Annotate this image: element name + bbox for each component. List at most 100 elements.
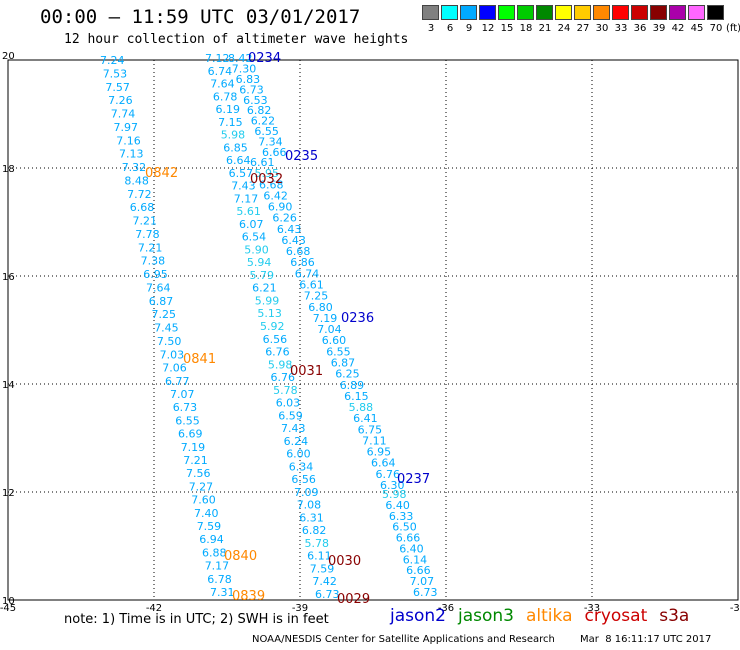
swh-value: 6.95 bbox=[367, 446, 392, 459]
swh-value: 7.74 bbox=[111, 108, 136, 121]
swh-value: 6.76 bbox=[271, 371, 296, 384]
swh-value: 6.33 bbox=[389, 510, 414, 523]
track-label: 0234 bbox=[248, 51, 281, 66]
swh-value: 5.61 bbox=[236, 205, 261, 218]
swh-value: 6.56 bbox=[291, 473, 316, 486]
satellite-key-jason2: jason2 bbox=[390, 606, 446, 626]
swh-value: 6.61 bbox=[299, 279, 324, 292]
swh-value: 7.13 bbox=[119, 148, 144, 161]
swh-value: 6.94 bbox=[199, 533, 224, 546]
swh-value: 6.86 bbox=[290, 256, 315, 269]
legend-swatch bbox=[631, 5, 648, 20]
legend-level-label: 33 bbox=[614, 23, 628, 34]
swh-value: 6.55 bbox=[175, 414, 200, 427]
legend-level-label: 6 bbox=[446, 23, 454, 34]
swh-value: 7.72 bbox=[127, 188, 152, 201]
swh-value: 6.59 bbox=[278, 409, 303, 422]
swh-value: 7.24 bbox=[100, 54, 125, 67]
satellite-key: jason2 jason3 altika cryosat s3a bbox=[390, 606, 701, 626]
swh-value: 6.64 bbox=[226, 154, 251, 167]
credit-line: NOAA/NESDIS Center for Satellite Applica… bbox=[252, 634, 555, 645]
swh-value: 7.17 bbox=[205, 560, 230, 573]
satellite-key-altika: altika bbox=[526, 606, 573, 626]
swh-value: 5.78 bbox=[273, 384, 298, 397]
satellite-key-cryosat: cryosat bbox=[584, 606, 648, 626]
swh-value: 6.68 bbox=[130, 201, 155, 214]
swh-value: 5.88 bbox=[349, 401, 374, 414]
legend-swatch bbox=[650, 5, 667, 20]
swh-value: 7.12 bbox=[205, 52, 230, 65]
legend-swatch bbox=[536, 5, 553, 20]
swh-value: 6.40 bbox=[399, 542, 424, 555]
swh-value: 6.56 bbox=[263, 333, 288, 346]
swh-value: 7.60 bbox=[191, 494, 216, 507]
swh-value: 6.83 bbox=[236, 73, 261, 86]
lat-label: 10 bbox=[2, 596, 15, 607]
swh-value: 6.66 bbox=[262, 146, 287, 159]
swh-value: 6.90 bbox=[268, 201, 293, 214]
swh-value: 7.43 bbox=[281, 422, 306, 435]
legend-swatch bbox=[460, 5, 477, 20]
swh-value: 6.24 bbox=[284, 435, 309, 448]
track-label: 0031 bbox=[290, 364, 323, 379]
swh-value: 7.21 bbox=[183, 454, 208, 467]
swh-value: 6.43 bbox=[277, 223, 302, 236]
legend-swatch bbox=[593, 5, 610, 20]
generated-timestamp: Mar 8 16:11:17 UTC 2017 bbox=[580, 634, 712, 645]
legend-swatch bbox=[688, 5, 705, 20]
swh-value: 7.50 bbox=[157, 335, 182, 348]
lon-label: -39 bbox=[292, 603, 308, 614]
swh-value: 7.25 bbox=[304, 290, 329, 303]
swh-value: 6.64 bbox=[371, 457, 396, 470]
track-label: 0030 bbox=[328, 554, 361, 569]
swh-value: 7.32 bbox=[122, 161, 147, 174]
swh-value: 7.17 bbox=[234, 192, 258, 205]
swh-value: 6.57 bbox=[229, 167, 254, 180]
track-label: 0842 bbox=[145, 166, 178, 181]
swh-value: 6.87 bbox=[331, 357, 356, 370]
swh-value: 7.25 bbox=[152, 308, 177, 321]
swh-value: 6.87 bbox=[149, 295, 174, 308]
legend-level-label: 27 bbox=[576, 23, 590, 34]
track-values: 8.427.306.836.736.536.826.226.557.346.66… bbox=[100, 52, 438, 601]
swh-value: 8.48 bbox=[124, 174, 148, 187]
swh-value: 6.82 bbox=[302, 524, 327, 537]
swh-value: 6.68 bbox=[286, 245, 311, 258]
swh-value: 6.74 bbox=[208, 65, 233, 78]
legend-level-label: 30 bbox=[595, 23, 609, 34]
legend-level-label: 21 bbox=[538, 23, 552, 34]
legend-swatch bbox=[707, 5, 724, 20]
legend-swatch bbox=[441, 5, 458, 20]
swh-value: 6.34 bbox=[289, 460, 314, 473]
swh-value: 7.64 bbox=[146, 281, 171, 294]
swh-value: 7.31 bbox=[210, 586, 235, 599]
swh-value: 6.73 bbox=[239, 83, 263, 96]
swh-value: 6.55 bbox=[326, 345, 351, 358]
swh-value: 7.19 bbox=[181, 441, 206, 454]
lon-label: -36 bbox=[438, 603, 454, 614]
swh-value: 7.15 bbox=[218, 116, 243, 129]
swh-value: 6.75 bbox=[358, 423, 383, 436]
swh-value: 6.80 bbox=[308, 301, 333, 314]
swh-value: 6.00 bbox=[286, 448, 311, 461]
swh-value: 6.40 bbox=[385, 499, 410, 512]
swh-value: 6.53 bbox=[243, 94, 268, 107]
swh-value: 7.30 bbox=[232, 62, 256, 75]
swh-value: 7.21 bbox=[133, 215, 158, 228]
legend-swatch bbox=[612, 5, 629, 20]
legend-swatch bbox=[517, 5, 534, 20]
swh-value: 6.15 bbox=[344, 390, 369, 403]
lon-label: -45 bbox=[0, 603, 16, 614]
legend-level-label: 3 bbox=[427, 23, 435, 34]
swh-value: 6.88 bbox=[202, 546, 227, 559]
swh-value: 7.11 bbox=[362, 434, 387, 447]
swh-value: 6.76 bbox=[265, 346, 290, 359]
swh-value: 7.97 bbox=[114, 121, 139, 134]
legend-swatch bbox=[574, 5, 591, 20]
swh-value: 7.03 bbox=[160, 348, 185, 361]
legend-swatch bbox=[498, 5, 515, 20]
swh-value: 7.27 bbox=[189, 480, 214, 493]
map-subtitle: 12 hour collection of altimeter wave hei… bbox=[64, 32, 409, 47]
swh-value: 6.95 bbox=[143, 268, 168, 281]
